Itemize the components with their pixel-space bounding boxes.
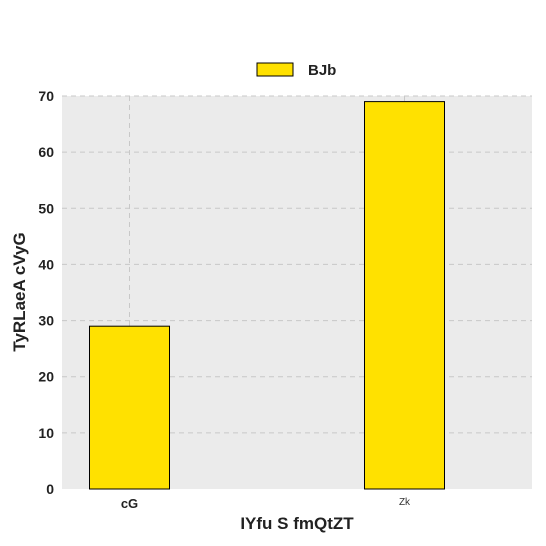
y-tick-label-1: 10 <box>38 425 54 441</box>
x-tick-label-1: Zk <box>399 497 411 508</box>
x-axis-label: IYfu S fmQtZT <box>240 514 354 533</box>
x-axis-ticks: cG Zk <box>121 496 411 511</box>
y-tick-label-3: 30 <box>38 313 54 329</box>
bar-cG <box>89 325 170 490</box>
x-tick-label-0: cG <box>121 496 138 511</box>
y-tick-label-0: 0 <box>46 481 54 497</box>
y-axis-label: TyRLaeA cVyG <box>10 232 29 351</box>
bars <box>89 101 445 490</box>
y-tick-label-6: 60 <box>38 144 54 160</box>
y-tick-label-7: 70 <box>38 88 54 104</box>
legend: BJb <box>256 62 336 79</box>
y-tick-label-2: 20 <box>38 369 54 385</box>
bar-Zk <box>364 101 445 490</box>
legend-label: BJb <box>308 62 336 79</box>
y-tick-label-5: 50 <box>38 200 54 216</box>
y-axis-ticks: 0 10 20 30 40 50 60 70 <box>38 88 54 497</box>
y-tick-label-4: 40 <box>38 256 54 272</box>
legend-swatch <box>256 62 294 77</box>
